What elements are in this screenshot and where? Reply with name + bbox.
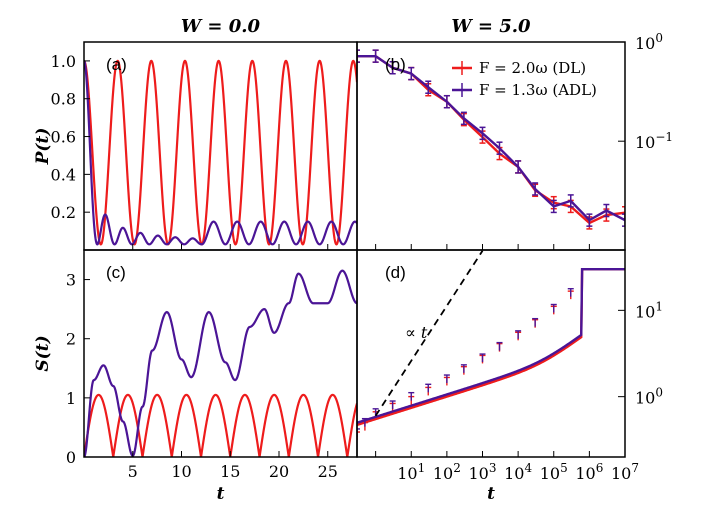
- ytick-label: 0.6: [51, 128, 76, 147]
- series-line: [357, 54, 625, 222]
- panel-label-d: (d): [385, 263, 406, 282]
- xtick-label: 104: [504, 461, 532, 483]
- ytick-label: 1: [66, 389, 76, 408]
- ytick-label: 0.4: [51, 165, 76, 184]
- panel-a-plot: [84, 59, 357, 246]
- xtick-label: 103: [469, 461, 497, 483]
- ytick-label: 101: [635, 299, 663, 321]
- panel-frame-d: [356, 249, 626, 458]
- ytick-label: 0.2: [51, 203, 76, 222]
- panel-label-b: (b): [385, 55, 406, 74]
- panel-title: W = 5.0: [451, 16, 531, 37]
- panel-b-plot: [357, 49, 625, 230]
- xtick-label: 107: [611, 461, 639, 483]
- ytick-label: 100: [635, 386, 663, 408]
- ytick-label: 3: [66, 271, 76, 290]
- panel-label-a: (a): [106, 55, 127, 74]
- proportional-guide-line: [374, 250, 484, 417]
- panel-label-c: (c): [106, 263, 126, 282]
- xtick-label: 105: [540, 461, 568, 483]
- legend-label: F = 1.3ω (ADL): [479, 81, 597, 99]
- series-line: [357, 267, 625, 427]
- ytick-label: 100: [635, 31, 663, 53]
- series-line: [357, 267, 625, 424]
- series-line-purple: [84, 59, 357, 246]
- ytick-label: 0: [66, 448, 76, 467]
- y-axis-label: S(t): [33, 335, 53, 371]
- xtick-label: 5: [128, 462, 138, 481]
- ytick-label: 1.0: [51, 52, 76, 71]
- xtick-label: 25: [318, 462, 338, 481]
- annotation-label: ∝ t: [405, 323, 428, 342]
- series-line-purple: [84, 269, 357, 457]
- panel-c-plot: [84, 269, 357, 457]
- series-line-red: [84, 59, 357, 246]
- ytick-label: 0.8: [51, 90, 76, 109]
- xtick-label: 106: [575, 461, 603, 483]
- xtick-label: 102: [433, 461, 461, 483]
- panel-d-plot: [357, 250, 625, 441]
- ytick-label: 2: [66, 330, 76, 349]
- panel-title: W = 0.0: [181, 16, 261, 37]
- xtick-label: 15: [220, 462, 240, 481]
- series-line-red: [84, 393, 357, 457]
- xtick-label: 10: [171, 462, 191, 481]
- ytick-label: 10−1: [635, 130, 673, 152]
- legend-label: F = 2.0ω (DL): [479, 59, 586, 77]
- x-axis-label: t: [487, 484, 495, 504]
- x-axis-label: t: [217, 484, 225, 504]
- y-axis-label: P(t): [33, 128, 53, 166]
- xtick-label: 20: [269, 462, 289, 481]
- xtick-label: 101: [397, 461, 425, 483]
